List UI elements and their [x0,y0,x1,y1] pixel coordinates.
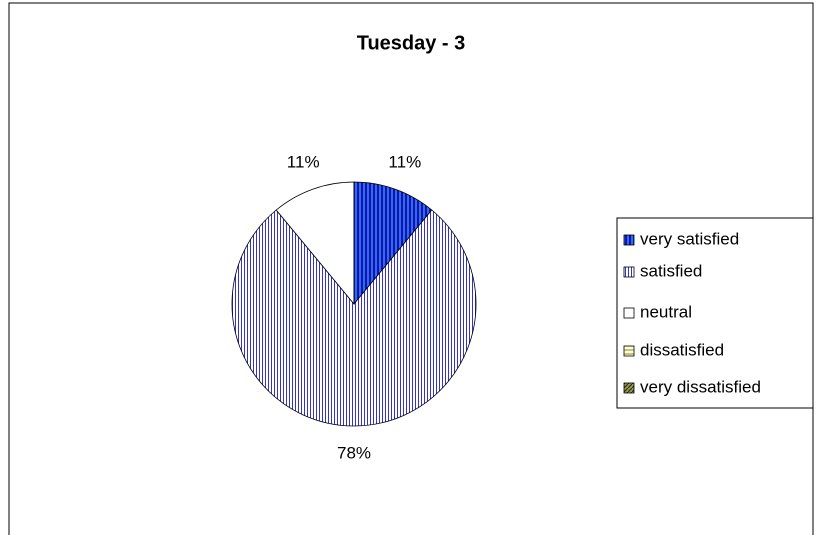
legend-label: dissatisfied [640,340,724,359]
pie-slice [231,209,477,427]
legend-swatch [623,234,635,246]
legend-label: very dissatisfied [640,377,761,396]
legend-label: very satisfied [640,229,739,248]
legend-swatch [623,266,635,278]
chart-title: Tuesday - 3 [357,32,466,54]
legend-label: neutral [640,302,692,321]
data-label: 11% [388,152,421,171]
legend-swatch [623,345,635,357]
legend-swatch [623,382,635,394]
legend-box [616,217,814,409]
legend-swatch [623,307,635,319]
pie-slice [353,181,433,306]
pie-slice [275,181,355,306]
data-label: 78% [337,443,371,462]
data-label: 11% [287,152,320,171]
legend-label: satisfied [640,261,702,280]
